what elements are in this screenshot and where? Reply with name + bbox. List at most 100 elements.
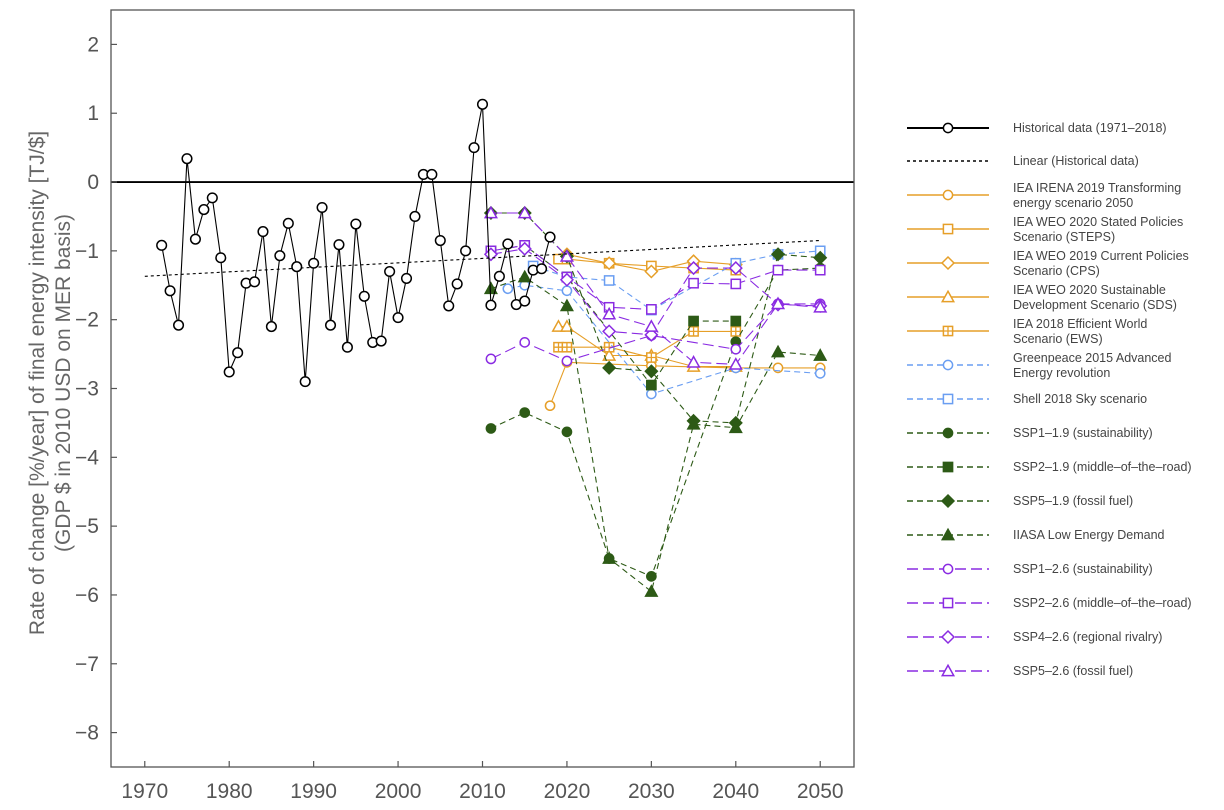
data-point xyxy=(559,298,574,312)
legend-label: IEA WEO 2020 Stated Policies Scenario (ST… xyxy=(1013,215,1183,244)
data-point xyxy=(559,319,574,332)
data-point xyxy=(232,347,244,359)
data-point xyxy=(602,306,617,320)
marker-cross xyxy=(562,342,572,352)
data-point xyxy=(942,359,954,371)
data-point xyxy=(602,256,617,271)
legend-label: Linear (Historical data) xyxy=(1013,154,1139,168)
data-point xyxy=(248,276,261,288)
data-point xyxy=(274,250,286,262)
data-point xyxy=(602,551,617,564)
legend-label-line: Shell 2018 Sky scenario xyxy=(1013,392,1147,406)
data-point xyxy=(688,326,699,337)
data-point xyxy=(730,278,742,290)
data-point xyxy=(198,204,210,216)
data-point xyxy=(688,315,699,327)
data-point xyxy=(400,272,413,284)
data-point xyxy=(602,348,617,361)
legend-label-line: SSP4–2.6 (regional rivalry) xyxy=(1013,630,1162,644)
legend-label: SSP2–1.9 (middle–of–the–road) xyxy=(1013,460,1192,474)
data-point xyxy=(644,264,659,279)
legend-label-line: SSP1–1.9 (sustainability) xyxy=(1013,426,1153,440)
data-point xyxy=(156,239,168,251)
legend-item: Historical data (1971–2018) xyxy=(907,121,1167,135)
legend-item: IEA WEO 2019 Current Policies Scenario (C… xyxy=(907,249,1189,278)
data-point xyxy=(206,192,218,204)
data-point xyxy=(561,341,573,353)
legend-label-line: IEA 2018 Efficient World xyxy=(1013,317,1147,331)
series-line xyxy=(490,267,821,578)
y-axis-label: Rate of change [%/year] of final energy … xyxy=(26,131,75,635)
legend-label: SSP4–2.6 (regional rivalry) xyxy=(1013,630,1162,644)
legend-label-line: IIASA Low Energy Demand xyxy=(1013,528,1165,542)
y-tick-label: 0 xyxy=(87,171,99,194)
data-point xyxy=(942,122,954,134)
data-point xyxy=(434,234,446,247)
x-tick-label: 2000 xyxy=(375,780,422,803)
legend-label-line: SSP2–2.6 (middle–of–the–road) xyxy=(1013,596,1192,610)
series-line xyxy=(490,212,821,365)
x-tick-label: 1980 xyxy=(206,780,253,803)
legend-label: IIASA Low Energy Demand xyxy=(1013,528,1165,542)
marker-cross xyxy=(731,326,741,336)
data-point xyxy=(730,343,742,355)
data-point xyxy=(324,319,337,331)
data-point xyxy=(544,231,556,243)
data-point xyxy=(644,364,659,379)
data-point xyxy=(341,341,353,353)
data-point xyxy=(299,376,311,388)
series-7 xyxy=(502,279,826,400)
data-point xyxy=(517,241,532,256)
data-point xyxy=(468,142,480,154)
data-point xyxy=(517,269,532,283)
data-point xyxy=(559,272,574,287)
legend-item: IEA 2018 Efficient World Scenario (EWS) xyxy=(907,317,1147,346)
y-tick-label: −1 xyxy=(75,240,99,263)
data-point xyxy=(728,420,743,434)
legend-label-line: IEA WEO 2019 Current Policies xyxy=(1013,249,1189,263)
data-point xyxy=(223,366,235,378)
x-tick-label: 2030 xyxy=(628,780,675,803)
data-point xyxy=(942,461,954,473)
data-point xyxy=(561,426,573,438)
data-point xyxy=(551,319,566,332)
data-point xyxy=(730,326,742,337)
data-point xyxy=(426,168,438,181)
data-point xyxy=(559,249,574,262)
legend-label-line: Linear (Historical data) xyxy=(1013,154,1139,168)
y-tick-label: −7 xyxy=(75,653,99,676)
data-point xyxy=(940,493,956,509)
data-point xyxy=(519,407,531,418)
legend-item: IEA IRENA 2019 Transforming energy scenar… xyxy=(907,181,1181,210)
data-point xyxy=(502,238,514,250)
data-point xyxy=(409,210,421,223)
data-point xyxy=(942,427,954,439)
legend-label-line: Greenpeace 2015 Advanced xyxy=(1013,351,1172,365)
y-tick-label: −8 xyxy=(75,722,99,745)
marker-cross xyxy=(688,326,699,336)
data-point xyxy=(443,300,455,312)
data-point xyxy=(536,263,548,275)
x-tick-label: 2010 xyxy=(459,780,506,803)
data-point xyxy=(189,233,201,245)
legend-label-line: Scenario (EWS) xyxy=(1013,332,1103,346)
data-point xyxy=(485,299,497,311)
data-point xyxy=(814,368,826,379)
data-point xyxy=(940,289,956,303)
data-point xyxy=(942,189,954,201)
data-point xyxy=(485,423,497,434)
legend-label-line: Historical data (1971–2018) xyxy=(1013,121,1167,135)
data-point xyxy=(942,393,954,405)
legend-item: IEA WEO 2020 Sustainable Development Scen… xyxy=(907,283,1177,312)
data-point xyxy=(813,300,828,313)
data-point xyxy=(265,321,277,333)
data-point xyxy=(603,275,615,286)
data-point xyxy=(561,285,573,297)
series-1 xyxy=(144,239,821,277)
y-tick-label: −3 xyxy=(75,378,99,401)
data-point xyxy=(646,388,657,400)
series-16 xyxy=(483,205,828,370)
legend-label: Greenpeace 2015 Advanced Energy revolutio… xyxy=(1013,351,1172,380)
series-0 xyxy=(156,98,556,388)
